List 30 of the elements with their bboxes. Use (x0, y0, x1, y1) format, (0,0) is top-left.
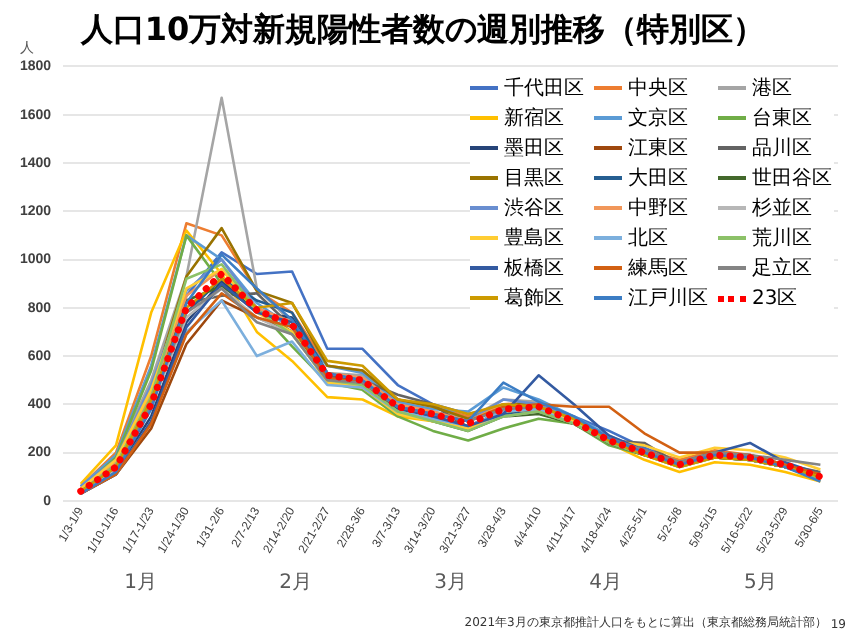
legend-label: 杉並区 (752, 195, 812, 223)
legend-label: 世田谷区 (752, 165, 832, 193)
text: 5月 (744, 570, 777, 597)
legend-label: 台東区 (752, 105, 812, 133)
legend-label: 板橋区 (504, 255, 564, 283)
legend-label: 中央区 (628, 75, 688, 103)
legend-label: 新宿区 (504, 105, 564, 133)
legend-label: 港区 (752, 75, 792, 103)
legend-label: 北区 (628, 225, 668, 253)
legend-label: 江東区 (628, 135, 688, 163)
legend-label: 練馬区 (628, 255, 688, 283)
legend-label: 中野区 (628, 195, 688, 223)
legend-label: 23区 (752, 286, 798, 313)
legend-label: 文京区 (628, 105, 688, 133)
legend-label: 品川区 (752, 135, 812, 163)
legend-label: 墨田区 (504, 136, 564, 163)
legend-label: 千代田区 (504, 75, 584, 103)
text: 2月 (279, 570, 312, 597)
text: 4月 (589, 570, 622, 597)
legend-label: 葛飾区 (504, 285, 564, 313)
text: 3月 (434, 570, 467, 597)
legend-label: 大田区 (628, 165, 688, 193)
legend-label: 豊島区 (504, 225, 564, 253)
legend-label: 目黒区 (504, 166, 564, 193)
legend-label: 足立区 (752, 255, 812, 283)
legend-label: 江戸川区 (628, 285, 708, 313)
text: 1月 (124, 570, 157, 597)
legend-label: 荒川区 (752, 225, 812, 253)
chart-title: 人口10万対新規陽性者数の週別推移（特別区） (78, 9, 766, 48)
legend-label: 渋谷区 (504, 195, 564, 223)
